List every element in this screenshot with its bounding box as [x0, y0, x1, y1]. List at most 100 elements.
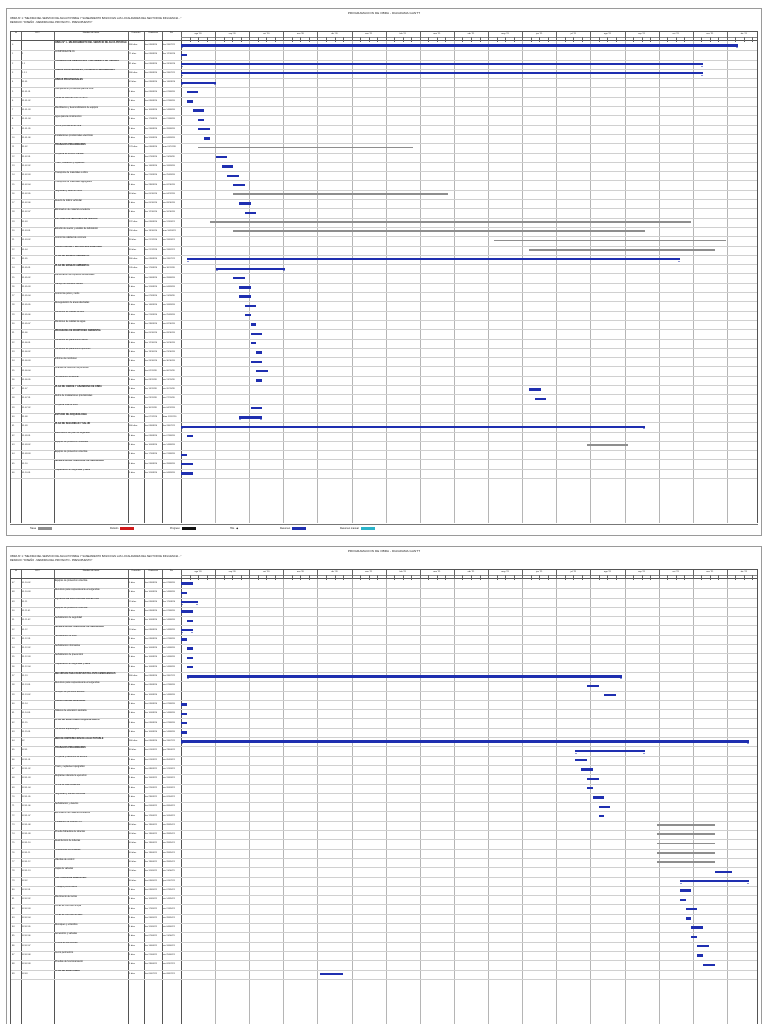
- table-row[interactable]: 10 01.01.06 Instalaciones provisionales el…: [11, 134, 757, 145]
- table-row[interactable]: 48 01.10.03 Recursos para respuesta ante e…: [11, 588, 757, 599]
- gantt-bar[interactable]: [598, 805, 611, 808]
- gantt-bar[interactable]: [181, 81, 216, 86]
- gantt-bar[interactable]: [221, 165, 234, 168]
- table-row[interactable]: 16 01.02.05 Seguridad y salud en obra 60 dí…: [11, 190, 757, 201]
- gantt-bar[interactable]: [186, 647, 193, 650]
- table-row[interactable]: 8 01.01.04 Agua para la construccion 5 días…: [11, 115, 757, 126]
- gantt-bar[interactable]: [181, 703, 187, 706]
- gantt-bar[interactable]: [714, 870, 732, 874]
- gantt-bar[interactable]: [244, 304, 257, 308]
- gantt-bar[interactable]: [233, 193, 448, 195]
- table-row[interactable]: 24 01.05.01 PLAN DE MANEJO AMBIENTAL 105 dí…: [11, 264, 757, 275]
- table-row[interactable]: 61 01.14.01 Talleres de educacion sanitari…: [11, 709, 757, 720]
- table-row[interactable]: 35 01.06.04 Charlas de induccion al person…: [11, 367, 757, 377]
- table-row[interactable]: 28 01.05.05 Revegetacion de areas afectada…: [11, 301, 757, 312]
- gantt-bar[interactable]: [529, 248, 715, 251]
- table-row[interactable]: 60 01.14 CAPACITACION SANITARIA 5 días lun 0…: [11, 700, 757, 711]
- table-row[interactable]: 39 01.07.02 Limpieza final de obra 5 días lu…: [11, 404, 757, 414]
- gantt-bar[interactable]: [679, 889, 692, 892]
- gantt-bar[interactable]: [256, 379, 263, 382]
- gantt-bar[interactable]: [685, 917, 692, 920]
- gantt-bar[interactable]: [192, 109, 205, 112]
- gantt-bar[interactable]: [181, 628, 193, 634]
- gantt-bar[interactable]: [186, 434, 193, 438]
- gantt-bar[interactable]: [186, 90, 199, 94]
- table-row[interactable]: 30 01.05.07 Monitoreo de calidad de agua 5 …: [11, 320, 757, 331]
- table-row[interactable]: 64 02 RED DE DISTRIBUCION DE AGUA POTABLE 3…: [11, 737, 757, 748]
- gantt-bar[interactable]: [181, 721, 187, 725]
- gantt-bar[interactable]: [215, 155, 228, 159]
- table-row[interactable]: 69 02.01.04 Cruce de vias existentes 5 días…: [11, 784, 757, 794]
- table-row[interactable]: 14 01.02.03 Transporte de materiales a obr…: [11, 171, 757, 182]
- gantt-bar[interactable]: [186, 666, 193, 669]
- table-row[interactable]: 78 02.01.13 Cajas de valvulas 10 días lun 31…: [11, 867, 757, 878]
- table-row[interactable]: 43 01.09.02 Equipos de proteccion individu…: [11, 441, 757, 452]
- gantt-bar[interactable]: [250, 407, 263, 410]
- gantt-bar[interactable]: [250, 332, 263, 336]
- table-row[interactable]: 76 02.01.11 Conexiones domiciliarias 40 día…: [11, 849, 757, 859]
- table-row[interactable]: 84 02.02.05 Revoques y enlucidos 5 días lun …: [11, 923, 757, 934]
- table-row[interactable]: 86 02.02.07 Pintura de estructuras 5 días lu…: [11, 942, 757, 952]
- table-row[interactable]: 41 01.09 PLAN DE SEGURIDAD Y SALUD 360 días…: [11, 422, 757, 433]
- table-row[interactable]: 3 1.1.1 OBRAS PROVISIONALES, TRABAJOS PREL…: [11, 69, 757, 80]
- table-row[interactable]: 53 01.12.01 Señalizacion de obra 5 días lun …: [11, 635, 757, 646]
- gantt-bar[interactable]: [656, 852, 715, 854]
- table-row[interactable]: 36 01.06.05 Señalizacion ambiental 5 días lu…: [11, 376, 757, 387]
- gantt-bar[interactable]: [587, 684, 599, 688]
- table-row[interactable]: 75 02.01.10 Desinfeccion de tuberias 40 día…: [11, 839, 757, 850]
- gantt-bar[interactable]: [181, 600, 199, 606]
- table-row[interactable]: 23 01.05 PLAN DE MANEJO AMBIENTAL 360 días l…: [11, 255, 757, 266]
- gantt-bar[interactable]: [239, 286, 251, 289]
- gantt-bar[interactable]: [186, 619, 193, 622]
- gantt-bar[interactable]: [604, 693, 616, 697]
- gantt-bar[interactable]: [656, 824, 715, 826]
- table-row[interactable]: 0 OBRA Nº 1 - MEJORAMIENTO DEL SERVICIO D…: [11, 41, 757, 52]
- gantt-bar[interactable]: [256, 369, 268, 373]
- gantt-bar[interactable]: [204, 137, 210, 140]
- gantt-bar[interactable]: [198, 146, 413, 149]
- gantt-bar[interactable]: [186, 656, 193, 660]
- table-row[interactable]: 49 01.11 EQUIPOS DE PROTECCION COLECTIVA 15…: [11, 598, 757, 608]
- table-row[interactable]: 7 01.01.03 Movilizacion y desmovilizacion …: [11, 106, 757, 117]
- table-row[interactable]: 19 01.03 ESTUDIOS DE MECANICA DE SUELOS 222…: [11, 218, 757, 228]
- table-row[interactable]: 17 01.02.06 Desvio de trafico vehicular 5 d…: [11, 199, 757, 210]
- table-row[interactable]: 9 01.01.05 Cerco provisional de obra 5 días…: [11, 125, 757, 135]
- table-row[interactable]: 32 01.06.01 Monitoreo de parametros fisico…: [11, 339, 757, 349]
- table-row[interactable]: 59 01.13.02 Botiquin de primeros auxilios 5…: [11, 691, 757, 701]
- gantt-bar[interactable]: [181, 453, 187, 456]
- table-row[interactable]: 81 02.02.02 Movimiento de tierras 5 días lun…: [11, 895, 757, 906]
- gantt-bar[interactable]: [181, 638, 187, 641]
- table-row[interactable]: 5 01.01.01 Campamento provisional para la …: [11, 88, 757, 98]
- table-row[interactable]: 52 01.12 SEÑALIZACION TEMPORAL DE SEGURIDA…: [11, 626, 757, 636]
- gantt-bar[interactable]: [656, 833, 715, 836]
- gantt-bar[interactable]: [181, 610, 193, 613]
- gantt-bar[interactable]: [198, 118, 205, 122]
- gantt-bar[interactable]: [529, 388, 541, 391]
- table-row[interactable]: 2 1.1 TRABAJOS DE DEMOLICION Y MOVIMIENTO …: [11, 60, 757, 70]
- table-row[interactable]: 50 01.11.01 Equipos de proteccion colectiv…: [11, 607, 757, 618]
- table-row[interactable]: 46 01.10.01 Capacitacion en seguridad y sa…: [11, 469, 757, 480]
- gantt-bar[interactable]: [679, 879, 750, 885]
- table-row[interactable]: 25 01.05.02 Identificacion de impactos amb…: [11, 274, 757, 284]
- gantt-bar[interactable]: [256, 351, 263, 354]
- gantt-bar[interactable]: [181, 582, 193, 585]
- table-row[interactable]: 1 1 COMPONENTE 01 71 días lun 03/08/20 lun 12…: [11, 50, 757, 61]
- table-row[interactable]: 72 02.01.07 Eliminacion de material excede…: [11, 812, 757, 822]
- table-row[interactable]: 79 02.02 CAPTACION DE MANANTIAL 60 días lun …: [11, 877, 757, 887]
- gantt-bar[interactable]: [210, 221, 692, 223]
- gantt-bar[interactable]: [181, 462, 193, 466]
- table-row[interactable]: 26 01.05.03 Manejo de residuos solidos 5 dí…: [11, 283, 757, 294]
- table-row[interactable]: 67 02.01.02 Trazo y replanteo topografico 5…: [11, 765, 757, 776]
- gantt-bar[interactable]: [181, 731, 187, 734]
- table-row[interactable]: 22 01.04 CAPACITACION Y EDUCACION SANITARI…: [11, 246, 757, 256]
- gantt-bar[interactable]: [181, 53, 187, 57]
- table-row[interactable]: 31 01.06 PROGRAMA DE MONITOREO AMBIENTAL 5 …: [11, 329, 757, 340]
- gantt-bar[interactable]: [181, 72, 703, 77]
- gantt-bar[interactable]: [233, 183, 245, 187]
- gantt-bar[interactable]: [587, 777, 599, 781]
- table-row[interactable]: 27 01.05.04 Control de polvo y ruido 5 días…: [11, 292, 757, 303]
- table-row[interactable]: 63 01.15.01 Monitoreo arqueologico 5 días lu…: [11, 728, 757, 739]
- table-row[interactable]: 83 02.02.04 Obras de concreto armado 5 días…: [11, 914, 757, 925]
- gantt-bar[interactable]: [250, 323, 257, 326]
- table-row[interactable]: 73 02.01.08 Instalacion de tuberia PVC 40 d…: [11, 821, 757, 832]
